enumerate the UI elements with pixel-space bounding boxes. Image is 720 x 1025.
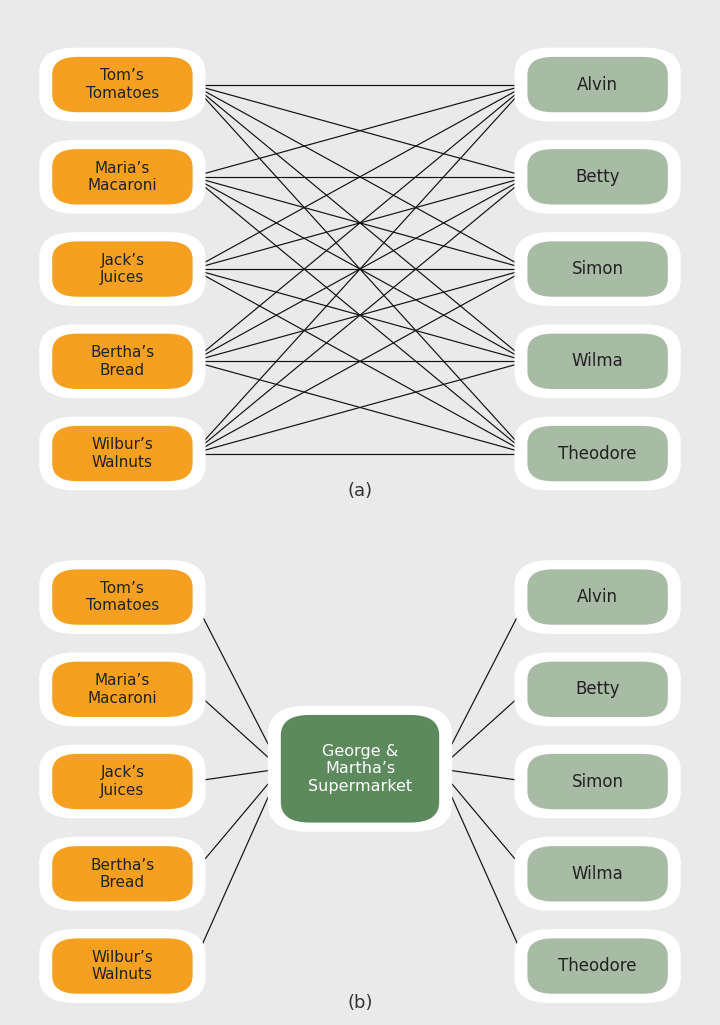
FancyBboxPatch shape [527,570,668,625]
FancyBboxPatch shape [58,850,197,905]
Text: Simon: Simon [572,260,624,278]
FancyBboxPatch shape [527,150,668,205]
FancyBboxPatch shape [58,573,197,628]
Text: Bertha’s
Bread: Bertha’s Bread [90,858,155,890]
Text: Bertha’s
Bread: Bertha’s Bread [90,345,155,377]
FancyBboxPatch shape [532,429,672,485]
FancyBboxPatch shape [527,334,668,388]
Text: Alvin: Alvin [577,76,618,93]
Text: Wilma: Wilma [572,353,624,370]
FancyBboxPatch shape [514,744,680,818]
FancyBboxPatch shape [53,150,193,205]
FancyBboxPatch shape [514,560,680,633]
FancyBboxPatch shape [281,715,439,822]
FancyBboxPatch shape [514,140,680,214]
FancyBboxPatch shape [527,56,668,113]
FancyBboxPatch shape [514,653,680,726]
FancyBboxPatch shape [40,560,206,633]
FancyBboxPatch shape [58,153,197,208]
FancyBboxPatch shape [532,942,672,997]
FancyBboxPatch shape [532,60,672,116]
FancyBboxPatch shape [527,662,668,717]
FancyBboxPatch shape [40,929,206,1002]
Text: Betty: Betty [575,168,620,186]
FancyBboxPatch shape [40,836,206,910]
FancyBboxPatch shape [53,242,193,297]
FancyBboxPatch shape [40,47,206,122]
Text: Maria’s
Macaroni: Maria’s Macaroni [88,673,157,705]
FancyBboxPatch shape [40,324,206,398]
FancyBboxPatch shape [58,245,197,300]
FancyBboxPatch shape [532,850,672,905]
FancyBboxPatch shape [58,429,197,485]
FancyBboxPatch shape [53,754,193,810]
Text: Jack’s
Juices: Jack’s Juices [100,253,145,285]
Text: Theodore: Theodore [558,445,637,462]
Text: (b): (b) [347,994,373,1013]
Text: Wilbur’s
Walnuts: Wilbur’s Walnuts [91,438,153,469]
Text: Tom’s
Tomatoes: Tom’s Tomatoes [86,581,159,613]
FancyBboxPatch shape [40,233,206,305]
Text: George &
Martha’s
Supermarket: George & Martha’s Supermarket [308,744,412,793]
FancyBboxPatch shape [514,836,680,910]
FancyBboxPatch shape [527,242,668,297]
FancyBboxPatch shape [514,416,680,490]
Text: Simon: Simon [572,773,624,790]
FancyBboxPatch shape [40,653,206,726]
FancyBboxPatch shape [58,665,197,721]
FancyBboxPatch shape [532,245,672,300]
FancyBboxPatch shape [514,929,680,1002]
FancyBboxPatch shape [527,847,668,902]
FancyBboxPatch shape [532,665,672,721]
FancyBboxPatch shape [53,334,193,388]
FancyBboxPatch shape [53,847,193,902]
Text: (a): (a) [348,482,372,500]
Text: Tom’s
Tomatoes: Tom’s Tomatoes [86,69,159,100]
Text: Alvin: Alvin [577,588,618,606]
FancyBboxPatch shape [527,426,668,481]
FancyBboxPatch shape [58,337,197,393]
FancyBboxPatch shape [58,757,197,813]
FancyBboxPatch shape [527,939,668,994]
FancyBboxPatch shape [58,60,197,116]
Text: Wilbur’s
Walnuts: Wilbur’s Walnuts [91,950,153,982]
FancyBboxPatch shape [514,233,680,305]
Text: Jack’s
Juices: Jack’s Juices [100,766,145,797]
FancyBboxPatch shape [40,140,206,214]
Text: Wilma: Wilma [572,865,624,883]
FancyBboxPatch shape [40,416,206,490]
FancyBboxPatch shape [514,47,680,122]
FancyBboxPatch shape [514,324,680,398]
FancyBboxPatch shape [40,744,206,818]
FancyBboxPatch shape [268,705,452,832]
Text: Betty: Betty [575,681,620,698]
FancyBboxPatch shape [527,754,668,810]
FancyBboxPatch shape [532,153,672,208]
FancyBboxPatch shape [53,939,193,994]
FancyBboxPatch shape [532,757,672,813]
FancyBboxPatch shape [58,942,197,997]
FancyBboxPatch shape [53,426,193,481]
FancyBboxPatch shape [53,56,193,113]
FancyBboxPatch shape [532,337,672,393]
Text: Maria’s
Macaroni: Maria’s Macaroni [88,161,157,193]
FancyBboxPatch shape [286,719,444,826]
FancyBboxPatch shape [532,573,672,628]
FancyBboxPatch shape [53,662,193,717]
FancyBboxPatch shape [53,570,193,625]
Text: Theodore: Theodore [558,957,637,975]
